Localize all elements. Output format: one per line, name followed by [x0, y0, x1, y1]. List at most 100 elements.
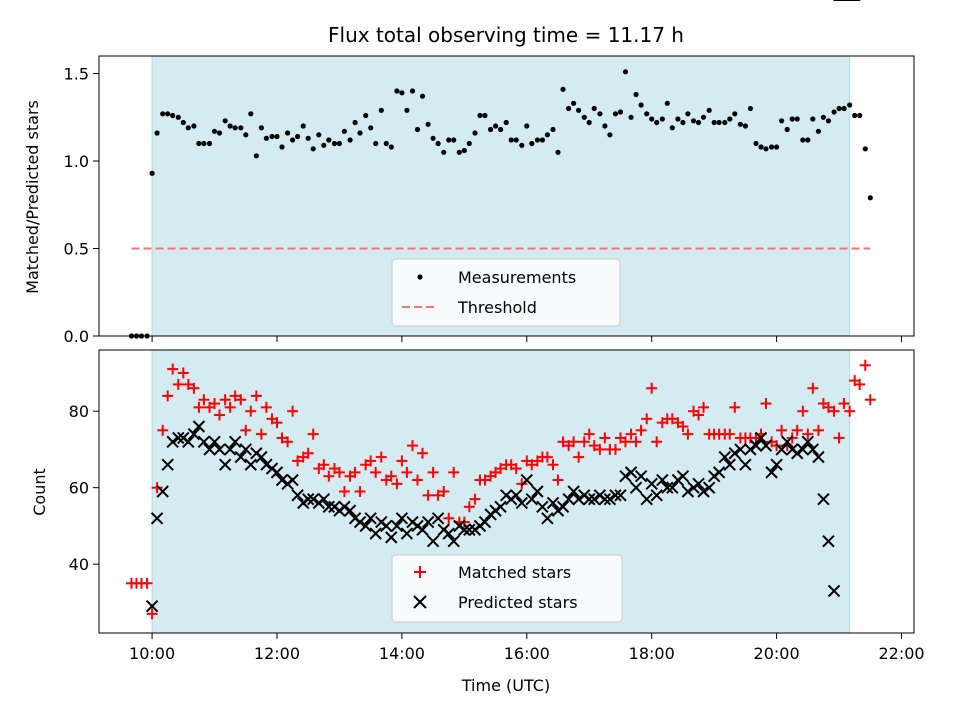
measurement-point: [597, 111, 603, 117]
measurement-point: [300, 123, 306, 129]
measurement-point: [711, 119, 717, 126]
matched-star-point: [422, 489, 434, 501]
bottom-y-tick-label: 40: [69, 555, 89, 574]
matched-star-point: [151, 482, 163, 494]
matched-star-point: [677, 420, 689, 432]
matched-star-point: [463, 501, 475, 513]
predicted-star-point: [203, 443, 216, 456]
bottom-legend-box: [391, 554, 623, 623]
measurement-point: [706, 107, 712, 113]
measurement-point: [716, 119, 722, 126]
measurement-point: [414, 126, 421, 133]
x-tick-label: 16:00: [504, 644, 550, 663]
predicted-star-point: [531, 485, 544, 498]
measurement-point: [451, 137, 457, 143]
predicted-star-point: [556, 500, 570, 514]
measurement-point: [581, 114, 587, 120]
predicted-star-point: [302, 492, 315, 506]
predicted-star-point: [260, 458, 273, 471]
matched-star-point: [578, 436, 590, 448]
measurement-point: [847, 102, 853, 108]
predicted-star-point: [681, 485, 695, 498]
measurement-point: [607, 132, 613, 138]
predicted-star-point: [426, 535, 440, 548]
measurement-point: [269, 133, 275, 140]
top-y-tick-label: 0.5: [64, 240, 89, 259]
measurement-point: [180, 119, 186, 126]
measurement-point: [695, 119, 702, 126]
matched-star-point: [229, 390, 241, 402]
predicted-star-point: [536, 500, 549, 514]
x-tick-label: 10:00: [129, 644, 175, 663]
measurement-point: [341, 128, 347, 134]
measurement-point: [753, 140, 759, 147]
measurement-point: [446, 137, 452, 143]
measurement-point: [815, 128, 822, 134]
predicted-star-point: [447, 535, 460, 548]
measurement-point: [441, 149, 447, 155]
predicted-star-point: [166, 435, 179, 448]
measurement-point: [675, 116, 681, 122]
matched-star-point: [568, 436, 580, 448]
predicted-star-point: [640, 492, 653, 506]
predicted-star-point: [515, 496, 529, 510]
predicted-star-point: [197, 435, 211, 448]
measurement-point: [508, 137, 514, 143]
matched-star-point: [271, 417, 283, 429]
matched-star-point: [188, 382, 200, 394]
measurement-point: [685, 111, 691, 117]
measurement-point: [258, 125, 264, 131]
predicted-star-point: [739, 458, 752, 471]
legend-predicted-label: Predicted stars: [458, 593, 578, 612]
matched-star-point: [682, 428, 694, 440]
predicted-star-point: [239, 443, 252, 456]
measurement-point: [794, 116, 800, 122]
matched-star-point: [541, 451, 553, 463]
predicted-star-point: [275, 473, 289, 487]
measurement-point: [466, 140, 472, 147]
matched-star-point: [385, 470, 397, 482]
matched-star-point: [776, 424, 788, 436]
measurement-point: [368, 125, 374, 131]
measurement-point: [737, 121, 744, 127]
measurement-point: [867, 195, 873, 201]
measurement-point: [274, 133, 280, 140]
matched-star-point: [365, 455, 377, 467]
measurement-point: [461, 147, 467, 154]
matched-star-point: [838, 398, 850, 410]
bottom-panel-frame: [98, 349, 915, 634]
x-tick-label: 20:00: [754, 644, 800, 663]
predicted-star-point: [822, 535, 835, 548]
predicted-star-point: [150, 512, 164, 525]
measurement-point: [263, 135, 269, 141]
predicted-star-point: [218, 458, 232, 471]
matched-star-point: [338, 486, 350, 497]
measurement-point: [680, 119, 686, 126]
measurement-point: [519, 142, 525, 148]
predicted-star-point: [213, 443, 226, 456]
measurement-point: [373, 140, 379, 147]
predicted-star-point: [723, 458, 736, 471]
top-legend: Measurements Threshold: [391, 258, 621, 327]
measurement-point: [310, 146, 316, 152]
predicted-star-point: [603, 492, 617, 506]
measurement-point: [238, 125, 244, 131]
measurement-point: [331, 140, 337, 147]
measurement-point: [472, 130, 478, 136]
predicted-star-point: [400, 527, 414, 540]
matched-star-point: [807, 382, 819, 394]
x-tick-label: 22:00: [878, 644, 924, 663]
measurement-point: [191, 123, 197, 129]
measurement-point: [555, 149, 561, 155]
measurement-point: [544, 132, 551, 138]
measurement-point: [253, 153, 259, 159]
predicted-star-point: [650, 489, 663, 502]
measurement-point: [513, 137, 519, 143]
predicted-star-point: [421, 515, 435, 529]
bottom-y-tick-label: 60: [69, 479, 89, 498]
predicted-star-point: [228, 435, 242, 448]
x-tick-label: 18:00: [629, 644, 675, 663]
predicted-star-point: [583, 492, 596, 506]
predicted-star-point: [806, 443, 820, 456]
predicted-star-point: [270, 466, 284, 479]
